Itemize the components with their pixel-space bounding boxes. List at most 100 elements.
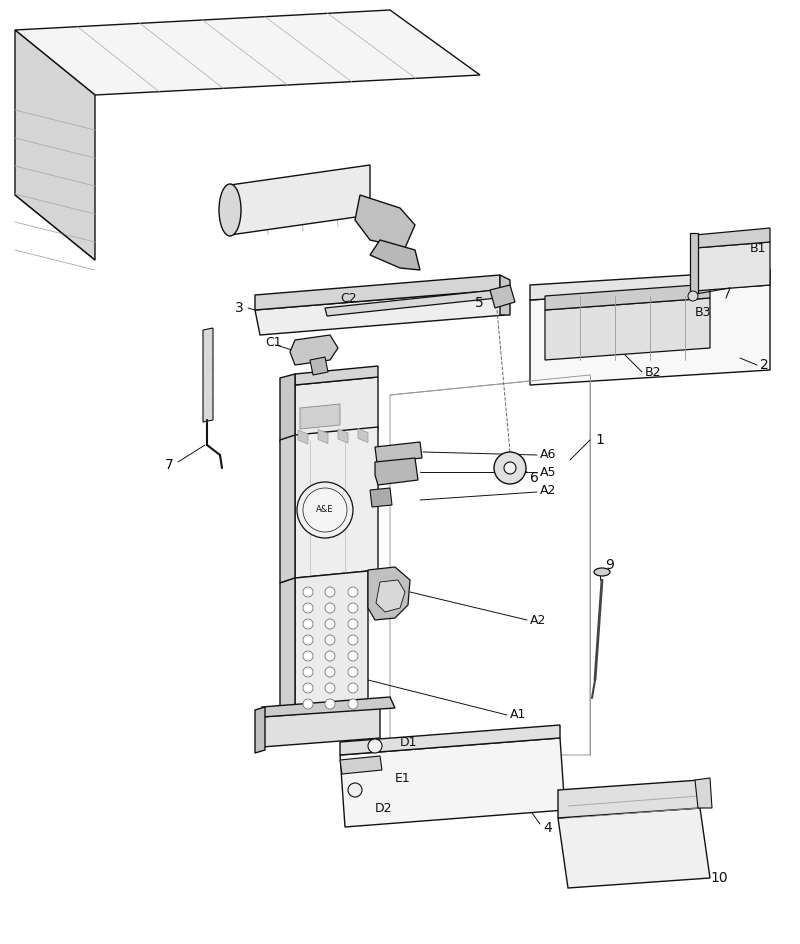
Polygon shape xyxy=(376,580,405,612)
Polygon shape xyxy=(290,335,338,365)
Ellipse shape xyxy=(594,568,610,576)
Text: B1: B1 xyxy=(750,242,766,255)
Circle shape xyxy=(494,452,526,484)
Text: C1: C1 xyxy=(265,335,282,348)
Polygon shape xyxy=(280,435,295,583)
Polygon shape xyxy=(545,298,710,360)
Text: A&E: A&E xyxy=(316,505,334,514)
Polygon shape xyxy=(375,442,422,463)
Text: 4: 4 xyxy=(543,821,552,835)
Circle shape xyxy=(325,699,335,709)
Circle shape xyxy=(325,603,335,613)
Polygon shape xyxy=(298,430,308,444)
Polygon shape xyxy=(295,366,378,385)
Polygon shape xyxy=(558,780,700,818)
Circle shape xyxy=(303,635,313,645)
Polygon shape xyxy=(340,756,382,774)
Circle shape xyxy=(504,462,516,474)
Polygon shape xyxy=(340,738,565,827)
Polygon shape xyxy=(280,578,295,722)
Text: B2: B2 xyxy=(645,365,662,379)
Circle shape xyxy=(325,683,335,693)
Text: A2: A2 xyxy=(530,614,546,627)
Text: A2: A2 xyxy=(540,483,556,497)
Circle shape xyxy=(303,619,313,629)
Circle shape xyxy=(348,587,358,597)
Circle shape xyxy=(325,619,335,629)
Polygon shape xyxy=(355,195,415,248)
Polygon shape xyxy=(300,404,340,429)
Circle shape xyxy=(348,651,358,661)
Circle shape xyxy=(348,619,358,629)
Polygon shape xyxy=(690,233,698,293)
Polygon shape xyxy=(375,458,418,485)
Circle shape xyxy=(348,603,358,613)
Circle shape xyxy=(348,683,358,693)
Circle shape xyxy=(303,651,313,661)
Polygon shape xyxy=(15,30,95,260)
Circle shape xyxy=(303,683,313,693)
Text: 1: 1 xyxy=(595,433,604,447)
Circle shape xyxy=(325,635,335,645)
Text: D1: D1 xyxy=(400,736,418,750)
Polygon shape xyxy=(310,357,328,375)
Circle shape xyxy=(688,291,698,301)
Polygon shape xyxy=(325,290,497,316)
Polygon shape xyxy=(695,778,712,808)
Text: 5: 5 xyxy=(475,296,484,310)
Polygon shape xyxy=(255,707,265,753)
Circle shape xyxy=(325,587,335,597)
Circle shape xyxy=(303,699,313,709)
Polygon shape xyxy=(295,571,368,717)
Circle shape xyxy=(368,739,382,753)
Circle shape xyxy=(348,699,358,709)
Circle shape xyxy=(348,635,358,645)
Circle shape xyxy=(303,587,313,597)
Circle shape xyxy=(303,667,313,677)
Text: B3: B3 xyxy=(695,307,711,319)
Circle shape xyxy=(348,667,358,677)
Polygon shape xyxy=(318,430,328,444)
Text: A5: A5 xyxy=(540,465,557,479)
Text: E1: E1 xyxy=(395,771,410,784)
Polygon shape xyxy=(340,725,560,755)
Polygon shape xyxy=(262,708,380,747)
Polygon shape xyxy=(490,285,515,308)
Text: D2: D2 xyxy=(375,801,393,815)
Polygon shape xyxy=(695,242,770,291)
Circle shape xyxy=(325,651,335,661)
Text: 2: 2 xyxy=(760,358,769,372)
Polygon shape xyxy=(368,567,410,620)
Polygon shape xyxy=(370,240,420,270)
Polygon shape xyxy=(370,488,392,507)
Polygon shape xyxy=(255,275,500,310)
Polygon shape xyxy=(695,228,770,248)
Text: 6: 6 xyxy=(530,471,539,485)
Polygon shape xyxy=(230,165,370,235)
Text: 7: 7 xyxy=(165,458,174,472)
Ellipse shape xyxy=(219,184,241,236)
Circle shape xyxy=(303,488,347,532)
Polygon shape xyxy=(500,275,510,315)
Text: 9: 9 xyxy=(605,558,614,572)
Polygon shape xyxy=(203,328,213,422)
Text: C2: C2 xyxy=(340,292,357,305)
Polygon shape xyxy=(558,808,710,888)
Polygon shape xyxy=(255,290,505,335)
Circle shape xyxy=(348,783,362,797)
Polygon shape xyxy=(545,284,710,310)
Polygon shape xyxy=(15,10,480,95)
Polygon shape xyxy=(295,377,378,436)
Text: A1: A1 xyxy=(510,709,526,721)
Text: 3: 3 xyxy=(235,301,244,315)
Text: A6: A6 xyxy=(540,448,556,462)
Polygon shape xyxy=(358,429,368,443)
Polygon shape xyxy=(530,285,770,385)
Polygon shape xyxy=(280,374,295,442)
Polygon shape xyxy=(530,270,770,300)
Polygon shape xyxy=(295,427,378,578)
Circle shape xyxy=(303,603,313,613)
Circle shape xyxy=(297,482,353,538)
Text: 10: 10 xyxy=(710,871,728,885)
Polygon shape xyxy=(262,697,395,717)
